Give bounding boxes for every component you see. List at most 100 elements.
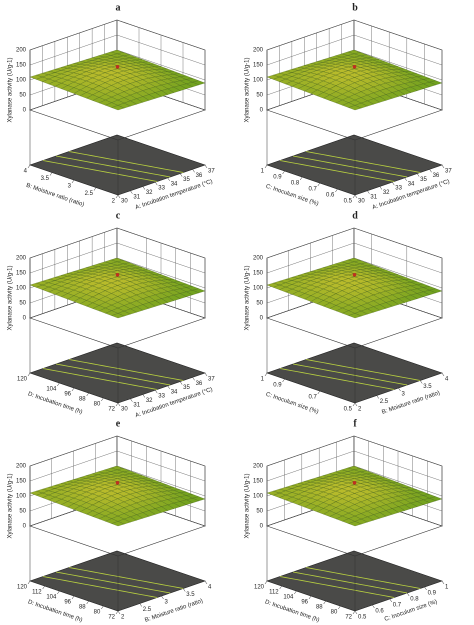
z-tick-label: 100 (16, 494, 27, 500)
y-tick (27, 580, 31, 585)
y-tick-label: 80 (331, 610, 338, 616)
x-tick (389, 598, 393, 603)
z-axis-title: Xylanase activity (U/g-1) (245, 57, 251, 122)
panel-letter: f (353, 418, 357, 429)
x-tick (354, 194, 358, 199)
y-tick-label: 104 (283, 595, 294, 601)
x-tick (404, 177, 407, 181)
y-tick-label: 120 (254, 585, 265, 591)
y-tick-label: 96 (64, 600, 71, 606)
z-tick-label: 150 (16, 63, 27, 69)
x-tick-label: 0.9 (428, 591, 437, 597)
y-tick (294, 590, 297, 595)
z-axis-title: Xylanase activity (U/g-1) (8, 265, 14, 330)
x-tick (441, 580, 445, 585)
y-tick-label: 88 (316, 605, 323, 611)
z-axis-title: Xylanase activity (U/g-1) (245, 473, 251, 538)
x-tick (155, 182, 158, 186)
x-tick-label: 37 (208, 169, 215, 175)
y-tick (49, 172, 53, 176)
y-tick (299, 176, 303, 181)
x-tick-label: 36 (196, 173, 203, 179)
x-tick-label: 30 (121, 407, 128, 413)
y-tick-label: 0.5 (344, 199, 353, 205)
x-tick-label: 3.5 (423, 384, 432, 390)
contour-line (69, 359, 184, 381)
x-tick-label: 1 (445, 585, 449, 591)
x-tick (406, 592, 410, 597)
contour-line (56, 571, 171, 594)
x-tick-label: 32 (383, 190, 390, 196)
y-tick (57, 590, 60, 595)
x-tick (155, 390, 158, 394)
surface-facet (111, 105, 125, 111)
x-tick (117, 194, 121, 199)
y-tick-label: 0.9 (273, 175, 282, 181)
contour-line (69, 567, 184, 589)
x-tick (354, 610, 358, 615)
y-tick (282, 170, 285, 175)
y-tick (264, 164, 268, 169)
z-tick-label: 100 (253, 78, 264, 84)
contour-line (42, 576, 158, 598)
y-tick (264, 372, 268, 377)
y-tick-label: 120 (17, 585, 28, 591)
y-tick-label: 120 (17, 377, 28, 383)
x-tick-label: 37 (445, 169, 452, 175)
x-tick-label: 34 (408, 181, 415, 187)
contour-floor (266, 134, 443, 196)
y-tick (323, 600, 326, 605)
y-tick (27, 164, 31, 169)
y-tick-label: 0.5 (344, 407, 353, 413)
x-tick (142, 186, 146, 190)
z-axis-title: Xylanase activity (U/g-1) (8, 57, 14, 122)
y-tick (264, 580, 268, 585)
z-tick-label: 200 (253, 464, 264, 470)
contour-line (69, 151, 184, 173)
contour-line (279, 576, 395, 598)
z-tick-label: 100 (16, 78, 27, 84)
contour-floor (29, 342, 206, 404)
y-tick-label: 0.7 (308, 395, 317, 401)
contour-line (42, 160, 158, 182)
z-tick-label: 0 (23, 108, 27, 114)
x-tick (167, 177, 170, 181)
y-tick-label: 0.8 (291, 181, 300, 187)
y-tick-label: 96 (64, 392, 71, 398)
z-tick-label: 100 (16, 286, 27, 292)
y-tick-label: 80 (94, 402, 101, 408)
x-tick (416, 173, 420, 177)
x-tick-label: 35 (183, 385, 190, 391)
x-tick-label: 32 (146, 190, 153, 196)
z-tick-label: 200 (16, 464, 27, 470)
z-tick-label: 0 (23, 316, 27, 322)
y-tick-label: 104 (46, 595, 57, 601)
design-point (352, 65, 357, 69)
x-tick (204, 164, 208, 169)
y-tick-label: 72 (345, 615, 352, 621)
design-point (352, 273, 357, 277)
surface-facet (348, 105, 362, 111)
design-point (352, 481, 357, 485)
x-tick (424, 586, 427, 591)
design-point (115, 273, 120, 277)
y-tick (71, 595, 75, 600)
x-tick-label: 30 (121, 199, 128, 205)
y-tick (101, 397, 104, 402)
y-tick-label: 80 (94, 610, 101, 616)
z-tick-label: 100 (253, 286, 264, 292)
x-tick (192, 377, 195, 381)
y-tick-label: 112 (269, 590, 279, 596)
y-tick-label: 0.9 (273, 383, 282, 389)
x-tick (179, 173, 183, 177)
z-tick-label: 50 (256, 93, 263, 99)
z-tick-label: 0 (260, 316, 264, 322)
y-tick (115, 610, 119, 615)
z-tick-label: 200 (16, 48, 27, 54)
x-tick-label: 31 (133, 194, 140, 200)
z-tick-label: 200 (253, 256, 264, 262)
x-tick-label: 4 (208, 585, 212, 591)
z-tick-label: 0 (23, 524, 27, 530)
